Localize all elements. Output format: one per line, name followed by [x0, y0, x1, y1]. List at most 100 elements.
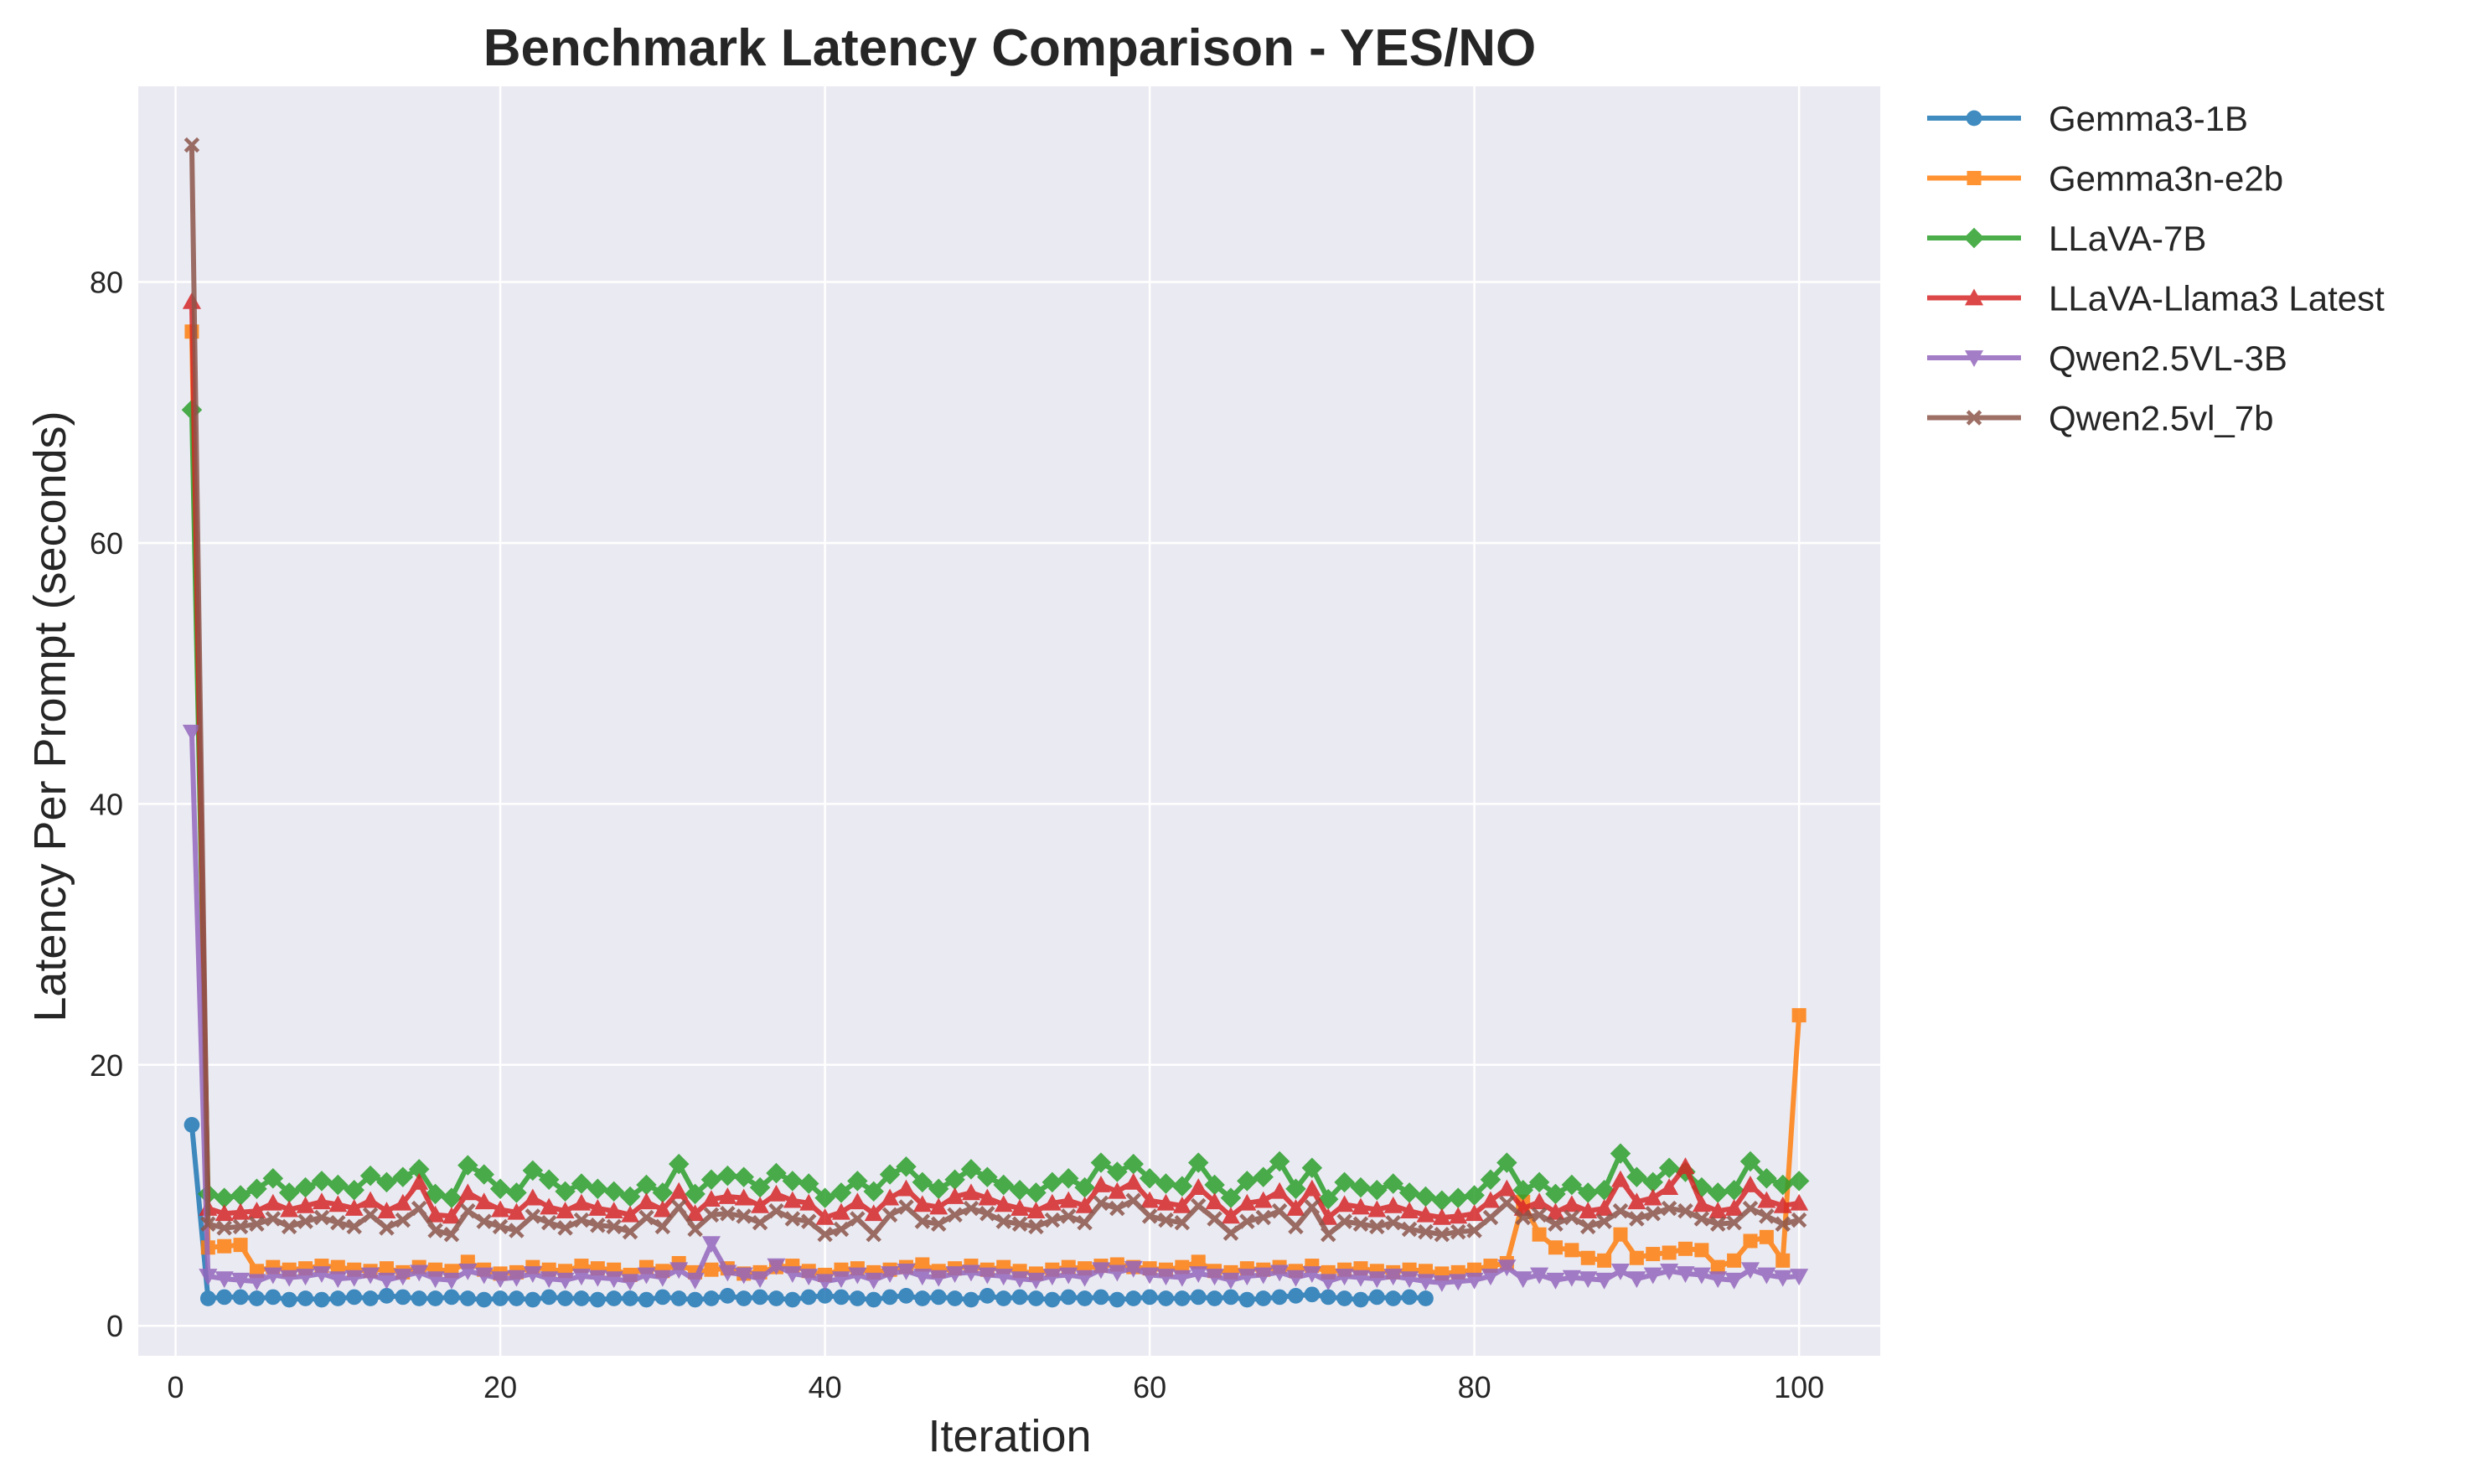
data-point: [1401, 1289, 1418, 1306]
data-point: [1028, 1290, 1044, 1306]
data-point: [669, 1262, 689, 1280]
data-point: [410, 1264, 429, 1282]
data-point: [199, 1290, 216, 1306]
data-point: [718, 1187, 737, 1204]
data-point: [1172, 1196, 1191, 1213]
data-point: [799, 1269, 819, 1286]
data-point: [1496, 1152, 1517, 1173]
data-point: [1074, 1176, 1095, 1198]
data-point: [393, 1269, 412, 1286]
data-point: [1577, 1182, 1599, 1203]
data-point: [589, 1291, 606, 1308]
data-point: [912, 1171, 933, 1193]
series-line: [189, 301, 1800, 1220]
data-point: [457, 1155, 478, 1176]
legend-label: LLaVA-7B: [2049, 219, 2206, 258]
data-point: [1042, 1171, 1063, 1193]
data-point: [733, 1166, 754, 1187]
data-point: [1139, 1168, 1160, 1189]
data-point: [359, 1165, 381, 1187]
data-point: [961, 1183, 981, 1201]
data-point: [604, 1271, 623, 1289]
data-point: [344, 1269, 364, 1287]
data-point: [782, 1171, 804, 1192]
data-point: [898, 1288, 914, 1304]
legend-swatch: [1927, 171, 2021, 185]
data-point: [1465, 1204, 1484, 1222]
data-point: [1174, 1290, 1191, 1306]
data-point: [1515, 1209, 1531, 1226]
data-point: [637, 1192, 656, 1210]
legend-label: Gemma3-1B: [2049, 99, 2248, 138]
data-point: [200, 1216, 216, 1232]
data-point: [1205, 1192, 1224, 1210]
data-point: [262, 1168, 284, 1189]
data-point: [1662, 1245, 1677, 1260]
data-point: [719, 1288, 736, 1304]
data-point: [752, 1214, 768, 1231]
data-point: [1155, 1173, 1176, 1194]
data-point: [1743, 1233, 1758, 1249]
data-point: [522, 1160, 544, 1182]
data-point: [963, 1291, 979, 1308]
data-point: [408, 1159, 430, 1180]
data-point: [881, 1289, 898, 1306]
data-point: [1416, 1205, 1435, 1223]
data-point: [1530, 1267, 1549, 1285]
data-point: [247, 1202, 266, 1219]
data-point: [1093, 1289, 1109, 1306]
data-point: [670, 1199, 687, 1215]
data-point: [458, 1263, 478, 1280]
data-point: [1418, 1290, 1434, 1306]
data-point: [863, 1181, 884, 1202]
data-point: [379, 1261, 394, 1276]
data-point: [1790, 1269, 1809, 1286]
data-point: [1383, 1269, 1403, 1286]
data-point: [1464, 1185, 1485, 1206]
data-point: [621, 1205, 640, 1223]
data-point: [216, 1289, 233, 1306]
data-point: [1109, 1200, 1125, 1217]
data-point: [1626, 1166, 1647, 1187]
data-point: [1320, 1289, 1336, 1306]
data-point: [930, 1216, 947, 1232]
data-point: [1189, 1266, 1208, 1283]
data-point: [1564, 1209, 1580, 1226]
legend-marker: [1964, 350, 1984, 368]
data-point: [1383, 1196, 1403, 1213]
data-point: [231, 1272, 251, 1290]
series-3: [182, 292, 1809, 1225]
data-point: [1449, 1274, 1468, 1291]
data-point: [280, 1200, 299, 1218]
data-point: [1595, 1272, 1614, 1290]
data-point: [1645, 1206, 1661, 1222]
data-point: [1579, 1218, 1596, 1235]
data-point: [1400, 1271, 1419, 1289]
data-point: [1222, 1225, 1239, 1241]
series-2: [181, 399, 1810, 1211]
legend-label: Qwen2.5vl_7b: [2049, 399, 2274, 438]
data-point: [1757, 1191, 1776, 1208]
data-point: [393, 1193, 412, 1211]
data-point: [1108, 1182, 1127, 1199]
y-tick-label: 0: [106, 1309, 123, 1343]
data-point: [1646, 1247, 1661, 1262]
data-point: [265, 1289, 282, 1306]
data-point: [1791, 1008, 1806, 1023]
data-point: [1220, 1187, 1242, 1208]
data-point: [751, 1196, 770, 1213]
data-point: [1513, 1271, 1533, 1289]
data-point: [1189, 1178, 1208, 1195]
data-point: [1304, 1286, 1321, 1303]
data-point: [492, 1218, 509, 1235]
data-point: [1466, 1223, 1482, 1238]
data-point: [1140, 1267, 1160, 1285]
data-point: [247, 1274, 266, 1291]
data-point: [328, 1174, 349, 1196]
data-point: [312, 1266, 331, 1283]
data-point: [1271, 1202, 1288, 1219]
data-point: [653, 1269, 672, 1287]
data-point: [881, 1207, 898, 1223]
data-point: [214, 1187, 235, 1208]
data-point: [849, 1290, 866, 1306]
